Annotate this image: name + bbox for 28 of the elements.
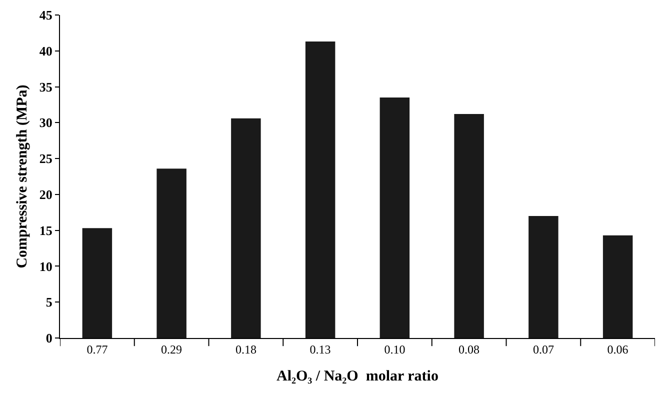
x-tick-label: 0.18 [235,342,256,356]
x-tick-label: 0.06 [607,342,628,356]
y-tick-label: 40 [39,43,52,58]
bar [528,216,558,338]
x-tick-label: 0.29 [161,342,182,356]
x-tick-label: 0.77 [86,342,108,356]
bar [156,168,186,338]
x-tick-label: 0.08 [458,342,480,356]
x-tick-label: 0.10 [384,342,406,356]
bar [82,228,112,338]
y-tick-label: 5 [46,294,53,310]
y-tick-label: 15 [39,222,53,238]
x-axis-title: Al₂O₃ / Na₂O molar ratio [276,368,438,384]
y-tick-label: 25 [39,151,53,166]
y-tick-label: 20 [39,186,52,202]
y-tick-label: 30 [39,115,52,130]
y-tick-label: 35 [39,79,53,94]
bar [305,42,336,338]
bar [454,114,484,338]
bar [380,98,410,338]
y-tick-label: 0 [46,330,52,346]
bar [231,118,261,338]
y-tick-label: 10 [39,258,52,274]
x-tick-label: 0.07 [532,342,554,356]
y-axis-title: Compressive strength (MPa) [14,84,31,268]
x-tick-label: 0.13 [310,342,331,356]
y-tick-label: 45 [39,8,53,23]
bar [602,235,633,338]
